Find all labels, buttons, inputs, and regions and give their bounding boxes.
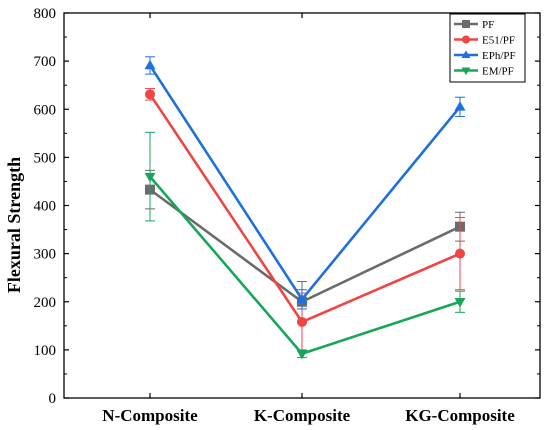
series-line [149, 188, 461, 304]
data-point [297, 316, 307, 327]
legend-label: PF [482, 19, 494, 31]
legend-item: EM/PF [454, 66, 514, 78]
data-point [296, 293, 308, 304]
x-category-label: KG-Composite [405, 406, 515, 425]
x-axis: N-Composite K-Composite KG-Composite [102, 13, 515, 425]
data-point [145, 89, 155, 100]
y-axis-title: Flexural Strength [4, 157, 24, 293]
y-tick-label: 400 [34, 199, 57, 215]
series-line [148, 64, 462, 302]
data-point [144, 172, 156, 183]
series-line [149, 175, 461, 356]
legend: PF E51/PF EPh/PF EM/PF [449, 13, 526, 83]
series-line [148, 93, 461, 324]
x-category-label: K-Composite [254, 406, 351, 425]
legend-label: E51/PF [482, 35, 515, 47]
legend-swatch-marker [461, 67, 471, 76]
data-point [455, 248, 465, 259]
series-em-pf [144, 131, 466, 360]
legend-swatch-marker [461, 50, 471, 58]
series-e51-pf [145, 88, 465, 352]
y-tick-label: 200 [34, 295, 57, 311]
x-category-label: N-Composite [102, 406, 198, 425]
y-tick-label: 800 [34, 6, 57, 22]
data-point [454, 298, 466, 308]
y-tick-label: 0 [49, 391, 57, 407]
data-point [454, 101, 466, 111]
y-tick-label: 700 [34, 54, 57, 70]
y-tick-label: 100 [34, 343, 57, 359]
legend-item: E51/PF [454, 35, 515, 47]
y-tick-label: 500 [34, 150, 57, 166]
y-tick-label: 600 [34, 102, 57, 118]
legend-item: EPh/PF [454, 50, 516, 62]
data-point [296, 349, 308, 360]
legend-item: PF [454, 19, 494, 31]
legend-label: EM/PF [482, 66, 514, 78]
legend-label: EPh/PF [482, 50, 516, 62]
series-eph-pf [144, 56, 466, 310]
series-layer [144, 56, 466, 360]
y-tick-label: 300 [34, 247, 57, 263]
y-axis: 0 100 200 300 400 500 600 700 800 [34, 6, 540, 407]
data-point [144, 59, 156, 70]
legend-swatch-marker [462, 20, 470, 28]
legend-swatch-marker [462, 35, 470, 44]
